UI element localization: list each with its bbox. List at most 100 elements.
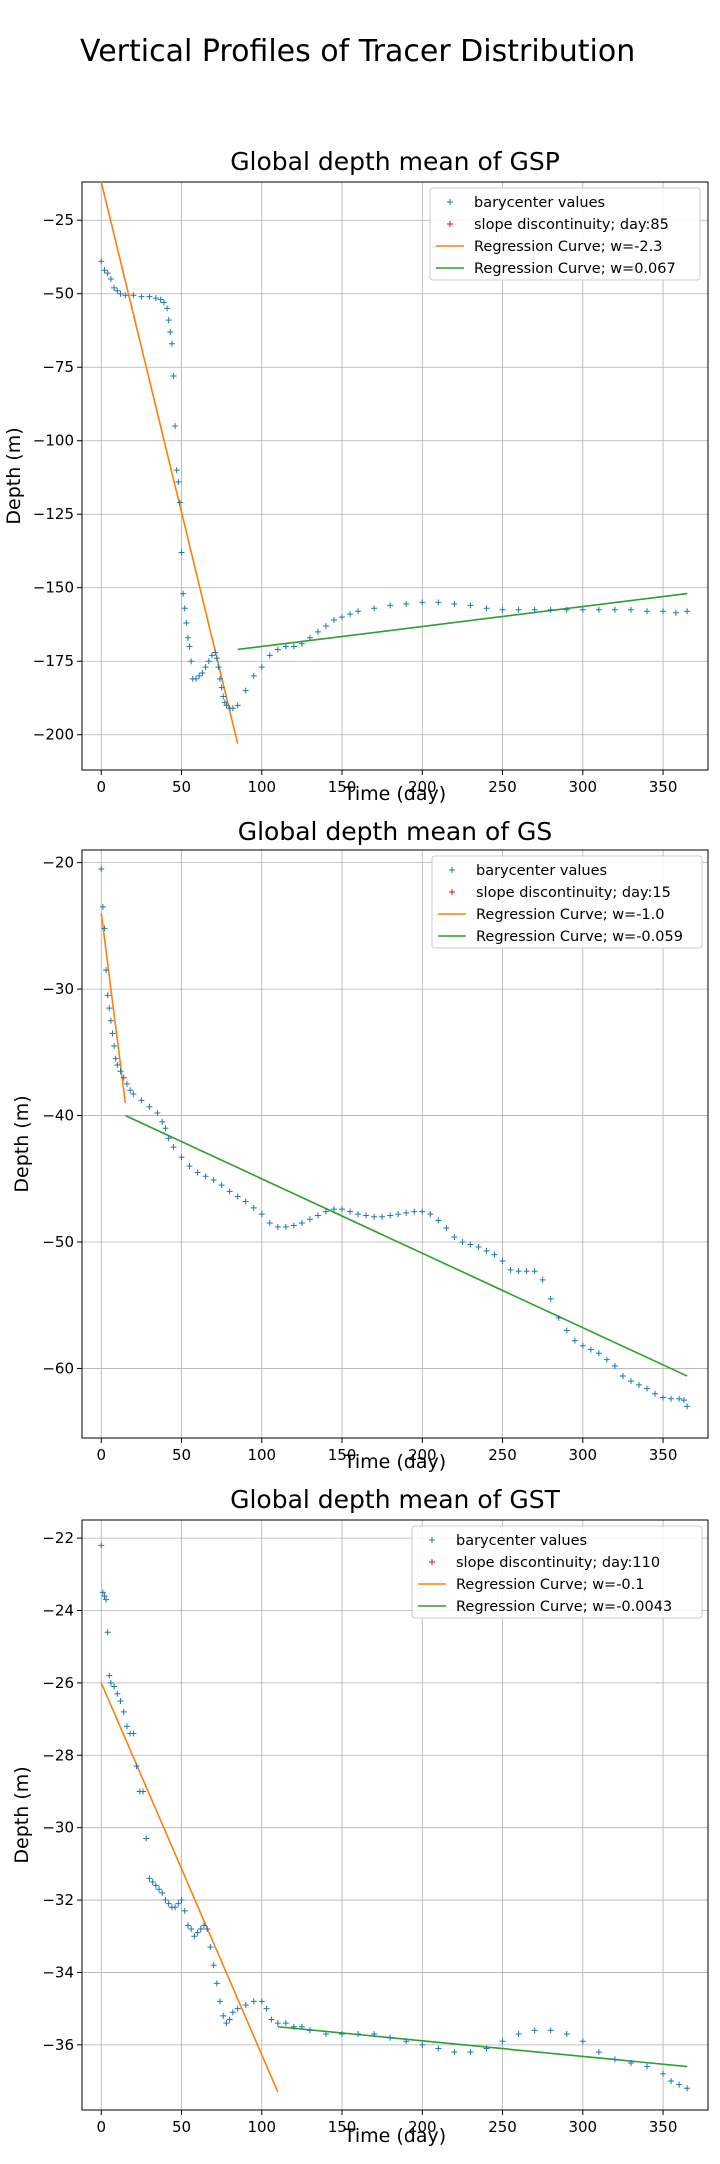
- legend-entry: Regression Curve; w=-2.3: [474, 239, 663, 255]
- data-point: [515, 606, 522, 613]
- data-point: [411, 1208, 418, 1215]
- data-point: [229, 705, 236, 712]
- data-point: [531, 1268, 538, 1275]
- data-point: [467, 1241, 474, 1248]
- data-point: [184, 634, 191, 641]
- chart-panel-gs: Global depth mean of GS 0 50 100 150 200 250 30…: [0, 810, 720, 1480]
- data-point: [104, 1629, 111, 1636]
- data-point: [170, 1144, 177, 1151]
- data-point: [515, 2030, 522, 2037]
- data-point: [213, 655, 220, 662]
- data-point: [644, 1385, 651, 1392]
- data-point: [563, 1327, 570, 1334]
- data-point: [467, 602, 474, 609]
- data-point: [290, 2023, 297, 2030]
- y-tick-label: −30: [42, 980, 74, 998]
- data-point: [98, 865, 105, 872]
- legend-entry: barycenter values: [476, 863, 607, 879]
- data-point: [154, 1110, 161, 1117]
- data-point: [152, 295, 159, 302]
- data-point: [107, 276, 114, 283]
- data-point: [547, 606, 554, 613]
- chart-title: Global depth mean of GST: [230, 1485, 561, 1514]
- data-point: [146, 293, 153, 300]
- data-point: [165, 1900, 172, 1907]
- data-point: [98, 258, 105, 265]
- data-point: [571, 1337, 578, 1344]
- chart-panel-gst: Global depth mean of GST 0 50 100 150 200 250 3…: [0, 1480, 720, 2160]
- data-point: [186, 1163, 193, 1170]
- plot-frame: [81, 1519, 709, 2111]
- data-point: [403, 2038, 410, 2045]
- data-point: [223, 2020, 230, 2027]
- data-point: [427, 1211, 434, 1218]
- data-point: [165, 317, 172, 324]
- data-point: [242, 1198, 249, 1205]
- data-point: [114, 1061, 121, 1068]
- data-point: [99, 1589, 106, 1596]
- legend-box: [429, 187, 701, 281]
- data-point: [120, 1074, 127, 1081]
- data-point: [162, 1125, 169, 1132]
- data-point: [234, 2005, 241, 2012]
- data-point: [363, 1212, 370, 1219]
- legend-marker: [449, 889, 455, 895]
- data-point: [507, 1266, 514, 1273]
- regression-line-2: [237, 592, 688, 651]
- data-point: [611, 2056, 618, 2063]
- data-point: [635, 1381, 642, 1388]
- data-point: [217, 675, 224, 682]
- data-point: [619, 1373, 626, 1380]
- data-point: [266, 652, 273, 659]
- y-tick-label: −40: [42, 1107, 74, 1125]
- data-point: [531, 606, 538, 613]
- data-point: [451, 600, 458, 607]
- y-tick-label: −125: [33, 505, 74, 523]
- data-point: [199, 669, 206, 676]
- data-point: [250, 1204, 257, 1211]
- data-point: [403, 1209, 410, 1216]
- x-tick-label: 0: [96, 2118, 106, 2136]
- data-point: [120, 1708, 127, 1715]
- data-point: [175, 1900, 182, 1907]
- data-point: [188, 1926, 195, 1933]
- x-tick-label: 100: [247, 1446, 276, 1464]
- y-axis-label: Depth (m): [11, 1095, 33, 1192]
- data-point: [499, 1257, 506, 1264]
- data-point: [152, 1882, 159, 1889]
- data-point: [138, 293, 145, 300]
- data-point: [133, 1763, 140, 1770]
- data-point: [467, 2049, 474, 2056]
- x-tick-label: 150: [328, 1446, 357, 1464]
- legend-entry: Regression Curve; w=0.067: [474, 261, 676, 277]
- data-point: [483, 1247, 490, 1254]
- data-point: [123, 1080, 130, 1087]
- data-point: [387, 2034, 394, 2041]
- data-point: [652, 1390, 659, 1397]
- data-point: [611, 1362, 618, 1369]
- x-tick-label: 350: [649, 778, 678, 796]
- data-point: [660, 1394, 667, 1401]
- data-point: [122, 292, 129, 299]
- data-point: [403, 600, 410, 607]
- data-point: [107, 1017, 114, 1024]
- data-point: [99, 903, 106, 910]
- data-point: [213, 1980, 220, 1987]
- data-point: [220, 2012, 227, 2019]
- data-point: [181, 605, 188, 612]
- data-point: [282, 1223, 289, 1230]
- data-point: [101, 925, 108, 932]
- x-tick-label: 350: [649, 1446, 678, 1464]
- data-point: [539, 1276, 546, 1283]
- legend-entry: Regression Curve; w=-1.0: [476, 907, 665, 923]
- data-point: [355, 2030, 362, 2037]
- data-point: [196, 672, 203, 679]
- barycenter-series: [98, 258, 691, 712]
- data-point: [175, 478, 182, 485]
- data-point: [146, 1875, 153, 1882]
- data-point: [322, 1208, 329, 1215]
- plot-frame: [81, 849, 709, 1439]
- data-point: [515, 1268, 522, 1275]
- data-point: [644, 608, 651, 615]
- data-point: [306, 634, 313, 641]
